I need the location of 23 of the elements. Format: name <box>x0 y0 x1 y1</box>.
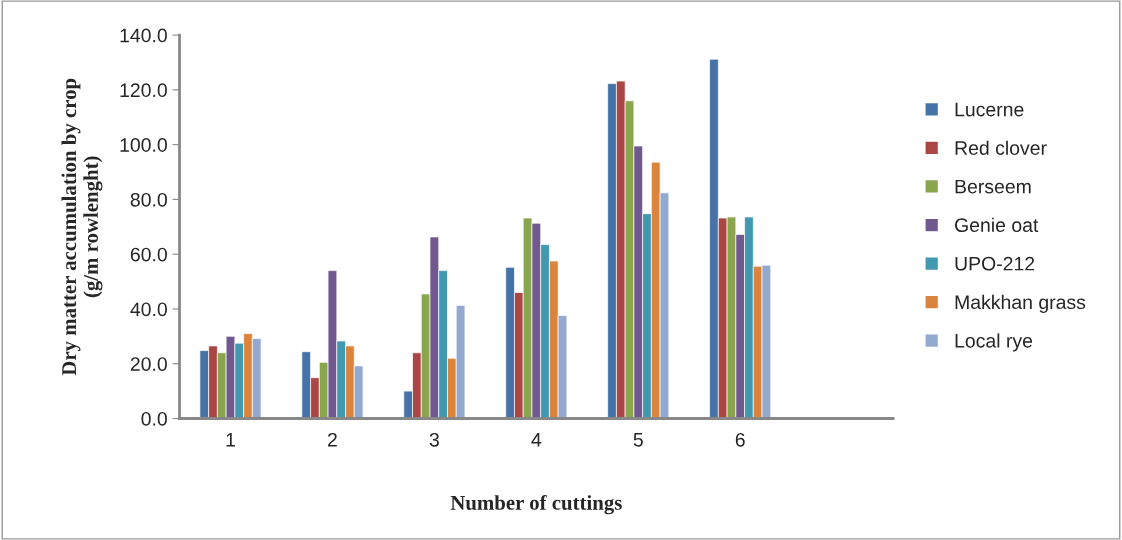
legend-label: Berseem <box>955 179 1031 194</box>
y-tick-label: 100.0 <box>120 138 167 152</box>
y-tick-label: 0.0 <box>141 411 167 426</box>
y-tick-label: 60.0 <box>130 247 167 262</box>
legend-label: UPO-212 <box>955 256 1035 271</box>
legend-label: Lucerne <box>955 102 1024 117</box>
x-tick-label: 2 <box>328 432 337 447</box>
y-tick-label: 140.0 <box>120 28 167 43</box>
y-tick-label: 40.0 <box>130 302 167 317</box>
x-tick-label: 5 <box>633 433 643 447</box>
y-tick-label: 80.0 <box>130 192 167 207</box>
legend-label: Red clover <box>955 140 1047 155</box>
legend-label: Makkhan grass <box>955 294 1086 313</box>
x-tick-label: 6 <box>735 432 745 447</box>
y-tick-label: 120.0 <box>120 83 167 98</box>
x-tick-label: 3 <box>429 432 439 447</box>
y-tick-label: 20.0 <box>130 357 167 371</box>
legend-label: Local rye <box>955 333 1033 352</box>
y-axis-title: Dry matter accumulation by crop (g/m rowlenght) <box>61 78 103 376</box>
x-axis-title: Number of cuttings <box>450 494 622 515</box>
legend-label: Genie oat <box>955 217 1039 233</box>
x-tick-label: 1 <box>226 433 235 447</box>
x-tick-label: 4 <box>531 433 542 447</box>
